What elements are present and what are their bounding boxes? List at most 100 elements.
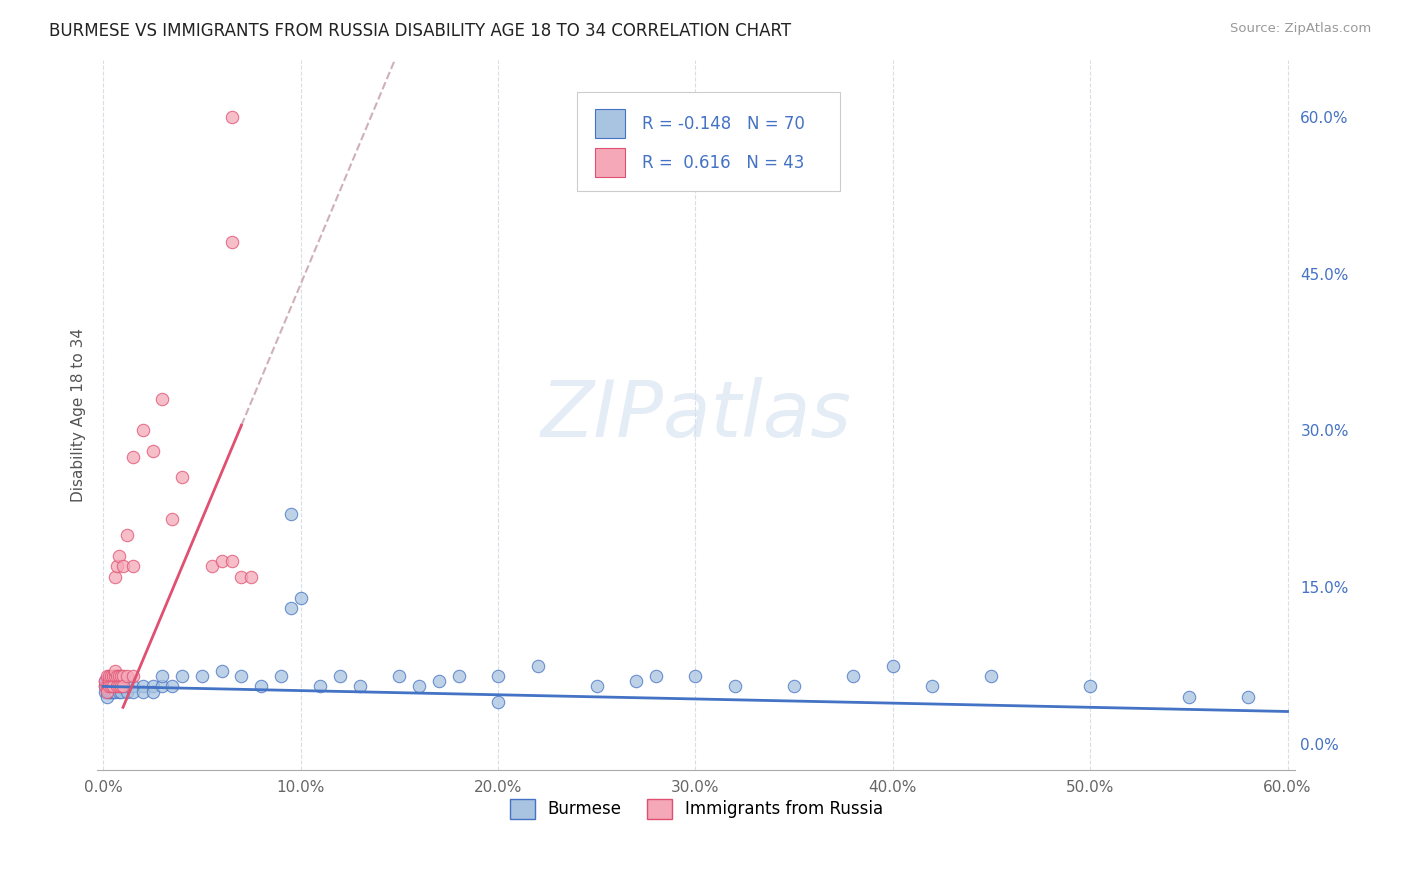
Point (98, 674, 121, 689)
Point (211, 664, 233, 678)
Point (842, 669, 865, 683)
Point (96, 680, 118, 694)
Point (100, 680, 122, 694)
Point (111, 674, 134, 689)
Point (329, 669, 352, 683)
Point (162, 512, 184, 526)
Point (105, 559, 128, 574)
Point (724, 680, 747, 694)
Point (101, 684, 124, 698)
Point (231, 570, 253, 584)
Point (100, 669, 122, 683)
Point (94, 680, 117, 694)
Point (104, 570, 127, 584)
Point (122, 684, 145, 698)
Point (105, 674, 128, 689)
Point (152, 669, 174, 683)
Point (1237, 690, 1260, 704)
Point (104, 664, 127, 678)
Point (1178, 690, 1201, 704)
Point (94, 674, 117, 689)
Point (98, 680, 121, 694)
Point (94, 684, 117, 698)
Point (98, 680, 121, 694)
Point (101, 669, 124, 683)
Point (486, 669, 509, 683)
Point (100, 684, 122, 698)
Point (221, 235, 243, 250)
Point (111, 669, 134, 683)
Point (486, 695, 509, 709)
Point (122, 669, 145, 683)
Point (231, 669, 253, 683)
Point (162, 680, 184, 694)
Point (585, 680, 607, 694)
Point (110, 669, 132, 683)
Point (115, 528, 138, 542)
Point (96, 669, 118, 683)
Point (172, 669, 194, 683)
Point (152, 680, 174, 694)
Point (98, 669, 121, 683)
Point (122, 450, 145, 464)
Point (108, 680, 131, 694)
Point (142, 684, 165, 698)
Text: Source: ZipAtlas.com: Source: ZipAtlas.com (1230, 22, 1371, 36)
Point (115, 680, 138, 694)
Point (1078, 680, 1101, 694)
Bar (595, 148, 624, 177)
Point (211, 554, 233, 568)
Point (270, 669, 292, 683)
Point (921, 680, 943, 694)
Point (101, 680, 124, 694)
Y-axis label: Disability Age 18 to 34: Disability Age 18 to 34 (72, 327, 86, 502)
Point (111, 680, 134, 694)
Point (191, 669, 214, 683)
Point (110, 680, 132, 694)
Point (101, 680, 124, 694)
Legend: Burmese, Immigrants from Russia: Burmese, Immigrants from Russia (503, 792, 890, 826)
Point (142, 680, 165, 694)
Point (142, 444, 165, 458)
Point (250, 680, 273, 694)
Point (104, 674, 127, 689)
Point (98, 674, 121, 689)
Point (240, 570, 263, 584)
Point (624, 674, 647, 689)
FancyBboxPatch shape (576, 92, 841, 191)
Point (94, 674, 117, 689)
Bar (595, 110, 624, 137)
Point (115, 669, 138, 683)
Point (280, 507, 302, 521)
Point (111, 559, 134, 574)
Point (221, 554, 243, 568)
Point (783, 680, 806, 694)
Text: ZIPatlas: ZIPatlas (541, 376, 852, 453)
Point (100, 680, 122, 694)
Point (122, 680, 145, 694)
Point (110, 680, 132, 694)
Point (152, 392, 174, 406)
Point (94, 680, 117, 694)
Point (108, 680, 131, 694)
Point (201, 559, 224, 574)
Point (172, 470, 194, 484)
Point (980, 669, 1002, 683)
Point (105, 680, 128, 694)
Point (132, 680, 155, 694)
Point (388, 669, 411, 683)
Point (104, 669, 127, 683)
Point (108, 669, 131, 683)
Point (349, 680, 371, 694)
Point (98, 684, 121, 698)
Point (685, 669, 707, 683)
Point (427, 674, 450, 689)
Point (105, 669, 128, 683)
Point (309, 680, 332, 694)
Point (221, 110, 243, 124)
Text: BURMESE VS IMMIGRANTS FROM RUSSIA DISABILITY AGE 18 TO 34 CORRELATION CHART: BURMESE VS IMMIGRANTS FROM RUSSIA DISABI… (49, 22, 792, 40)
Point (115, 684, 138, 698)
Point (290, 591, 312, 605)
Point (100, 674, 122, 689)
Text: R =  0.616   N = 43: R = 0.616 N = 43 (643, 153, 804, 171)
